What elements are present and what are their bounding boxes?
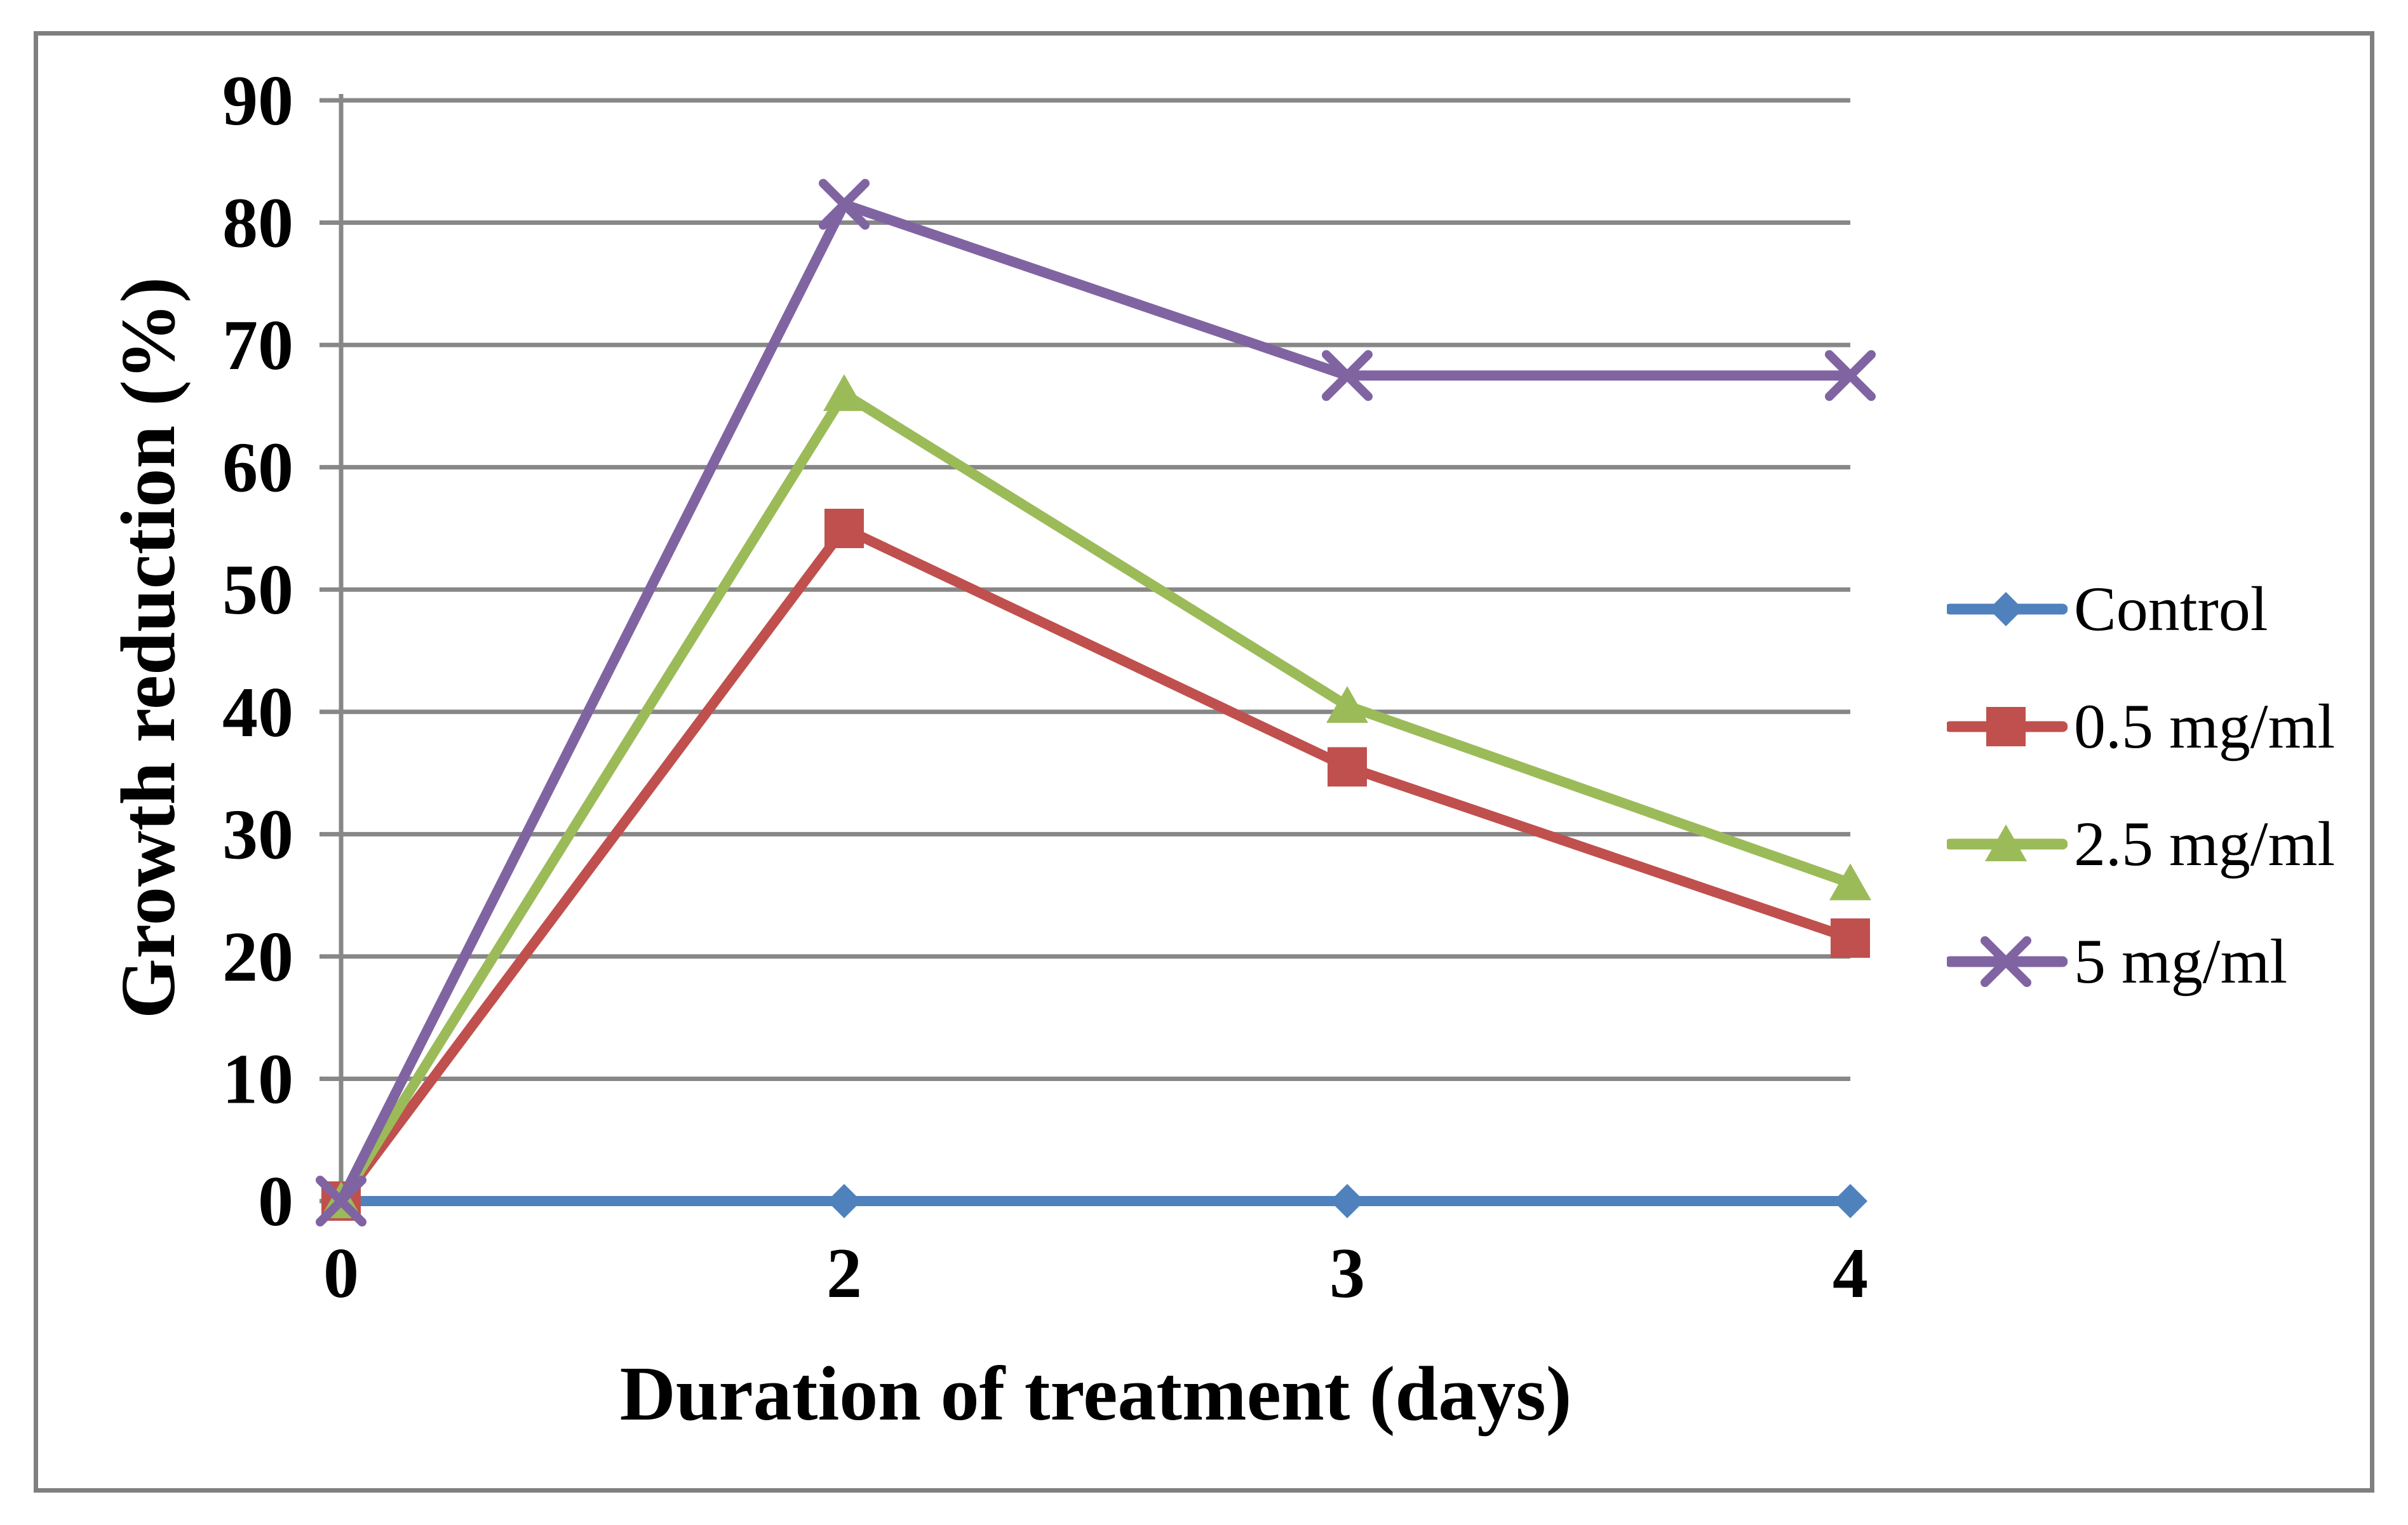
y-tick-label-70: 70	[222, 306, 293, 385]
legend-label: Control	[2074, 574, 2268, 644]
data-point-5-mg-ml-0	[316, 1176, 367, 1226]
legend-marker-shape	[1981, 936, 2031, 987]
legend-marker-square-icon	[1947, 707, 2068, 746]
y-tick-label-90: 90	[222, 62, 293, 140]
legend-label: 0.5 mg/ml	[2074, 691, 2336, 762]
legend-marker-triangle-icon	[1947, 824, 2068, 861]
data-point-0-5-mg-ml-4	[1831, 918, 1870, 958]
data-point-5-mg-ml-4	[1825, 350, 1876, 401]
data-point-2-5-mg-ml-4	[1829, 863, 1871, 901]
y-tick-label-80: 80	[222, 184, 293, 263]
legend-entry-5-mg-ml: 5 mg/ml	[1947, 930, 2287, 993]
legend-marker-shape	[1986, 707, 2026, 746]
data-point-0-5-mg-ml-2	[824, 508, 864, 548]
y-axis-title: Growth reduction (%)	[105, 277, 191, 1019]
y-tick-label-60: 60	[222, 429, 293, 507]
data-point-2-5-mg-ml-3	[1326, 686, 1368, 723]
y-tick-label-20: 20	[222, 918, 293, 997]
figure-border	[34, 31, 2374, 1493]
y-tick-label-30: 30	[222, 795, 293, 874]
data-point-0-5-mg-ml-3	[1328, 747, 1367, 787]
legend-marker-diamond-icon	[1947, 592, 2068, 626]
x-axis-title: Duration of treatment (days)	[619, 1351, 1572, 1437]
y-tick-label-40: 40	[222, 673, 293, 752]
legend-label: 2.5 mg/ml	[2074, 809, 2336, 879]
x-tick-label-0: 0	[323, 1234, 359, 1313]
series-line-0-5-mg-ml	[336, 523, 1855, 1206]
data-point-control-2	[827, 1184, 861, 1218]
data-point-5-mg-ml-3	[1322, 350, 1373, 401]
series-line-2-5-mg-ml	[336, 389, 1855, 1206]
legend-label: 5 mg/ml	[2074, 926, 2288, 997]
data-point-5-mg-ml-2	[819, 178, 870, 230]
x-tick-label-3: 3	[1329, 1234, 1365, 1313]
x-tick-label-4: 4	[1833, 1234, 1868, 1313]
legend-marker-shape	[1989, 592, 2023, 626]
legend-entry-0-5-mg-ml: 0.5 mg/ml	[1947, 695, 2335, 758]
data-point-control-3	[1330, 1184, 1364, 1218]
x-tick-label-2: 2	[826, 1234, 862, 1313]
y-tick-label-50: 50	[222, 551, 293, 629]
legend-entry-control: Control	[1947, 577, 2268, 641]
data-point-2-5-mg-ml-2	[823, 374, 865, 412]
series-line-5-mg-ml	[336, 199, 1855, 1206]
y-tick-label-0: 0	[258, 1162, 293, 1241]
y-tick-label-10: 10	[222, 1040, 293, 1119]
legend-entry-2-5-mg-ml: 2.5 mg/ml	[1947, 812, 2335, 876]
legend-marker-shape	[1985, 824, 2027, 861]
legend-marker-x-icon	[1947, 936, 2068, 987]
data-point-control-4	[1833, 1184, 1867, 1218]
